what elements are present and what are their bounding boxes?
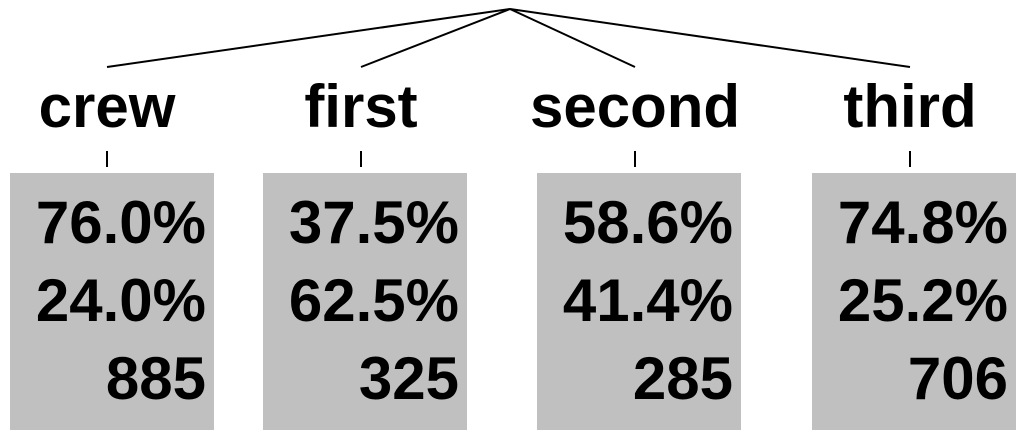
node-pct-b-first: 62.5% (288, 267, 459, 334)
node-pct-b-second: 41.4% (562, 267, 733, 334)
branch-line-first (360, 8, 511, 68)
node-pct-a-second: 58.6% (562, 189, 733, 256)
branch-line-crew (106, 8, 511, 68)
node-label-second: second (529, 73, 741, 140)
node-label-third: third (843, 73, 977, 140)
node-box-third: 74.8% 25.2% 706 (812, 173, 1016, 430)
node-label-first: first (304, 73, 418, 140)
node-pct-a-crew: 76.0% (35, 189, 206, 256)
node-pct-a-first: 37.5% (288, 189, 459, 256)
node-pct-b-third: 25.2% (837, 267, 1008, 334)
node-count-second: 285 (632, 345, 733, 412)
node-pct-a-third: 74.8% (837, 189, 1008, 256)
node-count-first: 325 (358, 345, 459, 412)
branch-line-third (509, 8, 911, 68)
node-count-third: 706 (907, 345, 1008, 412)
node-pct-b-crew: 24.0% (35, 267, 206, 334)
node-box-first: 37.5% 62.5% 325 (263, 173, 467, 430)
node-label-crew: crew (38, 73, 176, 140)
node-box-crew: 76.0% 24.0% 885 (10, 173, 214, 430)
branch-line-second (509, 8, 636, 68)
node-box-second: 58.6% 41.4% 285 (537, 173, 741, 430)
node-count-crew: 885 (105, 345, 206, 412)
